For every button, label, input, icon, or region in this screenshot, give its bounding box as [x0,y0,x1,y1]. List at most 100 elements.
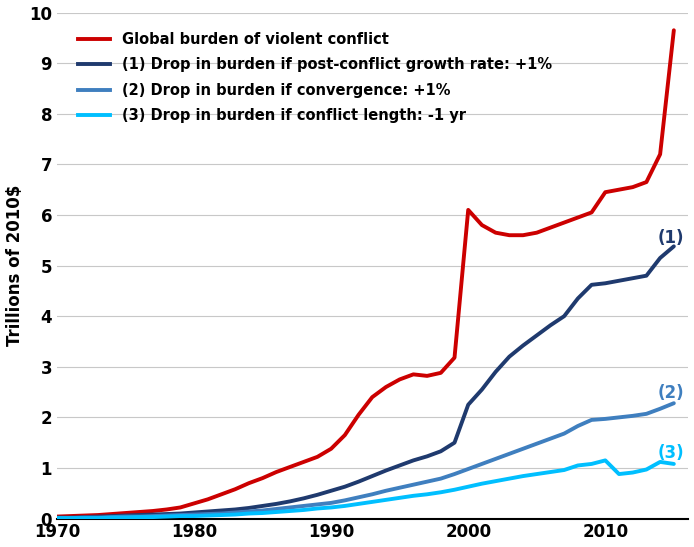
Global burden of violent conflict [601,189,609,195]
Global burden of violent conflict [217,491,226,498]
(1) Drop in burden if post-conflict growth rate: +1%: (1.98e+03, 0.18): +1%: (1.98e+03, 0.18) [231,506,239,513]
Global burden of violent conflict [560,219,568,226]
(1) Drop in burden if post-conflict growth rate: +1%: (1.98e+03, 0.07): +1%: (1.98e+03, 0.07) [135,512,144,519]
Global burden of violent conflict [190,500,198,507]
(3) Drop in burden if conflict length: -1 yr: (1.98e+03, 0.02): -1 yr: (1.98e+03, 0.02) [121,514,130,521]
(2) Drop in burden if convergence: +1%: (2e+03, 1.48): +1%: (2e+03, 1.48) [532,440,541,447]
(2) Drop in burden if convergence: +1%: (2.01e+03, 1.58): +1%: (2.01e+03, 1.58) [546,435,555,442]
Global burden of violent conflict [341,432,349,438]
(1) Drop in burden if post-conflict growth rate: +1%: (1.98e+03, 0.09): +1%: (1.98e+03, 0.09) [162,511,171,517]
Legend: Global burden of violent conflict, (1) Drop in burden if post-conflict growth ra: Global burden of violent conflict, (1) D… [71,25,559,130]
(2) Drop in burden if convergence: +1%: (2.01e+03, 2.17): +1%: (2.01e+03, 2.17) [656,405,664,412]
(1) Drop in burden if post-conflict growth rate: +1%: (2.01e+03, 4.65): +1%: (2.01e+03, 4.65) [601,280,609,287]
Global burden of violent conflict [313,453,321,460]
(3) Drop in burden if conflict length: -1 yr: (2.01e+03, 1.12): -1 yr: (2.01e+03, 1.12) [656,458,664,465]
(1) Drop in burden if post-conflict growth rate: +1%: (2.01e+03, 4.75): +1%: (2.01e+03, 4.75) [629,275,637,282]
(1) Drop in burden if post-conflict growth rate: +1%: (1.98e+03, 0.08): +1%: (1.98e+03, 0.08) [149,511,157,518]
(1) Drop in burden if post-conflict growth rate: +1%: (1.98e+03, 0.12): +1%: (1.98e+03, 0.12) [190,509,198,516]
(3) Drop in burden if conflict length: -1 yr: (1.99e+03, 0.33): -1 yr: (1.99e+03, 0.33) [368,499,376,505]
(2) Drop in burden if convergence: +1%: (1.97e+03, 0.02): +1%: (1.97e+03, 0.02) [81,514,89,521]
(3) Drop in burden if conflict length: -1 yr: (1.98e+03, 0.05): -1 yr: (1.98e+03, 0.05) [190,513,198,519]
(3) Drop in burden if conflict length: -1 yr: (2e+03, 0.52): -1 yr: (2e+03, 0.52) [437,489,445,496]
(1) Drop in burden if post-conflict growth rate: +1%: (2e+03, 1.05): +1%: (2e+03, 1.05) [396,462,404,469]
(3) Drop in burden if conflict length: -1 yr: (1.99e+03, 0.2): -1 yr: (1.99e+03, 0.2) [313,505,321,512]
(2) Drop in burden if convergence: +1%: (2e+03, 1.38): +1%: (2e+03, 1.38) [519,445,527,452]
(2) Drop in burden if convergence: +1%: (2e+03, 0.67): +1%: (2e+03, 0.67) [409,481,418,488]
Global burden of violent conflict [532,229,541,236]
(1) Drop in burden if post-conflict growth rate: +1%: (1.99e+03, 0.4): +1%: (1.99e+03, 0.4) [300,495,308,502]
(3) Drop in burden if conflict length: -1 yr: (2e+03, 0.74): -1 yr: (2e+03, 0.74) [491,478,500,485]
Global burden of violent conflict [450,354,459,361]
(1) Drop in burden if post-conflict growth rate: +1%: (2e+03, 3.42): +1%: (2e+03, 3.42) [519,342,527,349]
Text: (2): (2) [657,384,684,402]
Global burden of violent conflict [135,509,144,515]
(2) Drop in burden if convergence: +1%: (1.99e+03, 0.36): +1%: (1.99e+03, 0.36) [341,497,349,504]
(3) Drop in burden if conflict length: -1 yr: (1.99e+03, 0.29): -1 yr: (1.99e+03, 0.29) [355,501,363,507]
Global burden of violent conflict [396,376,404,383]
Global burden of violent conflict [477,222,486,228]
(1) Drop in burden if post-conflict growth rate: +1%: (1.99e+03, 0.34): +1%: (1.99e+03, 0.34) [286,498,294,505]
(3) Drop in burden if conflict length: -1 yr: (2e+03, 0.88): -1 yr: (2e+03, 0.88) [532,471,541,478]
(2) Drop in burden if convergence: +1%: (1.99e+03, 0.22): +1%: (1.99e+03, 0.22) [286,504,294,511]
(1) Drop in burden if post-conflict growth rate: +1%: (1.97e+03, 0.02): +1%: (1.97e+03, 0.02) [67,514,75,521]
(1) Drop in burden if post-conflict growth rate: +1%: (2e+03, 2.9): +1%: (2e+03, 2.9) [491,369,500,375]
(2) Drop in burden if convergence: +1%: (1.98e+03, 0.07): +1%: (1.98e+03, 0.07) [176,512,185,519]
(2) Drop in burden if convergence: +1%: (2.01e+03, 1.95): +1%: (2.01e+03, 1.95) [587,417,595,423]
Global burden of violent conflict [231,486,239,492]
(3) Drop in burden if conflict length: -1 yr: (1.98e+03, 0.04): -1 yr: (1.98e+03, 0.04) [162,513,171,520]
(1) Drop in burden if post-conflict growth rate: +1%: (2.01e+03, 4.35): +1%: (2.01e+03, 4.35) [574,295,582,302]
(2) Drop in burden if convergence: +1%: (2e+03, 0.73): +1%: (2e+03, 0.73) [423,479,431,485]
(2) Drop in burden if convergence: +1%: (2e+03, 1.08): +1%: (2e+03, 1.08) [477,461,486,467]
(3) Drop in burden if conflict length: -1 yr: (1.99e+03, 0.13): -1 yr: (1.99e+03, 0.13) [272,509,280,515]
(3) Drop in burden if conflict length: -1 yr: (2e+03, 0.69): -1 yr: (2e+03, 0.69) [477,480,486,487]
(2) Drop in burden if convergence: +1%: (1.99e+03, 0.42): +1%: (1.99e+03, 0.42) [355,494,363,501]
(3) Drop in burden if conflict length: -1 yr: (2.01e+03, 0.97): -1 yr: (2.01e+03, 0.97) [642,466,650,473]
Global burden of violent conflict [327,445,335,452]
Global burden of violent conflict [286,464,294,470]
(2) Drop in burden if convergence: +1%: (2.01e+03, 2.07): +1%: (2.01e+03, 2.07) [642,411,650,417]
(1) Drop in burden if post-conflict growth rate: +1%: (2.02e+03, 5.38): +1%: (2.02e+03, 5.38) [670,243,678,249]
(2) Drop in burden if convergence: +1%: (1.98e+03, 0.08): +1%: (1.98e+03, 0.08) [190,511,198,518]
(1) Drop in burden if post-conflict growth rate: +1%: (2.01e+03, 4.8): +1%: (2.01e+03, 4.8) [642,272,650,279]
Global burden of violent conflict [94,512,102,519]
Text: (1): (1) [657,229,684,247]
(2) Drop in burden if convergence: +1%: (2.01e+03, 2): +1%: (2.01e+03, 2) [615,414,623,421]
(1) Drop in burden if post-conflict growth rate: +1%: (1.99e+03, 0.73): +1%: (1.99e+03, 0.73) [355,479,363,485]
(3) Drop in burden if conflict length: -1 yr: (1.97e+03, 0.01): -1 yr: (1.97e+03, 0.01) [67,515,75,521]
Global burden of violent conflict [629,184,637,190]
(3) Drop in burden if conflict length: -1 yr: (2e+03, 0.79): -1 yr: (2e+03, 0.79) [505,475,514,482]
Global burden of violent conflict [176,504,185,511]
Global burden of violent conflict [258,475,266,481]
(3) Drop in burden if conflict length: -1 yr: (2.01e+03, 1.05): -1 yr: (2.01e+03, 1.05) [574,462,582,469]
Global burden of violent conflict [615,187,623,193]
Global burden of violent conflict [203,496,212,503]
Line: (1) Drop in burden if post-conflict growth rate: +1%: (1) Drop in burden if post-conflict grow… [57,246,674,517]
(3) Drop in burden if conflict length: -1 yr: (1.97e+03, 0.01): -1 yr: (1.97e+03, 0.01) [94,515,102,521]
(1) Drop in burden if post-conflict growth rate: +1%: (1.99e+03, 0.47): +1%: (1.99e+03, 0.47) [313,492,321,498]
(1) Drop in burden if post-conflict growth rate: +1%: (2e+03, 3.2): +1%: (2e+03, 3.2) [505,353,514,360]
(1) Drop in burden if post-conflict growth rate: +1%: (2e+03, 2.55): +1%: (2e+03, 2.55) [477,386,486,393]
Global burden of violent conflict [368,394,376,400]
(1) Drop in burden if post-conflict growth rate: +1%: (1.98e+03, 0.06): +1%: (1.98e+03, 0.06) [121,512,130,519]
(1) Drop in burden if post-conflict growth rate: +1%: (1.98e+03, 0.25): +1%: (1.98e+03, 0.25) [258,503,266,509]
(2) Drop in burden if convergence: +1%: (2.01e+03, 1.83): +1%: (2.01e+03, 1.83) [574,423,582,429]
(3) Drop in burden if conflict length: -1 yr: (1.99e+03, 0.37): -1 yr: (1.99e+03, 0.37) [382,497,390,503]
Global burden of violent conflict [81,512,89,519]
(3) Drop in burden if conflict length: -1 yr: (1.99e+03, 0.25): -1 yr: (1.99e+03, 0.25) [341,503,349,509]
(3) Drop in burden if conflict length: -1 yr: (2.01e+03, 0.88): -1 yr: (2.01e+03, 0.88) [615,471,623,478]
(1) Drop in burden if post-conflict growth rate: +1%: (1.99e+03, 0.84): +1%: (1.99e+03, 0.84) [368,473,376,479]
Global burden of violent conflict [519,232,527,238]
Global burden of violent conflict [272,469,280,475]
(2) Drop in burden if convergence: +1%: (1.99e+03, 0.28): +1%: (1.99e+03, 0.28) [313,501,321,508]
(3) Drop in burden if conflict length: -1 yr: (1.98e+03, 0.06): -1 yr: (1.98e+03, 0.06) [203,512,212,519]
(2) Drop in burden if convergence: +1%: (1.98e+03, 0.16): +1%: (1.98e+03, 0.16) [258,507,266,514]
(2) Drop in burden if convergence: +1%: (2.01e+03, 2.03): +1%: (2.01e+03, 2.03) [629,412,637,419]
(3) Drop in burden if conflict length: -1 yr: (1.98e+03, 0.03): -1 yr: (1.98e+03, 0.03) [149,514,157,520]
(1) Drop in burden if post-conflict growth rate: +1%: (1.99e+03, 0.29): +1%: (1.99e+03, 0.29) [272,501,280,507]
Global burden of violent conflict [505,232,514,238]
(1) Drop in burden if post-conflict growth rate: +1%: (2e+03, 1.23): +1%: (2e+03, 1.23) [423,453,431,459]
(3) Drop in burden if conflict length: -1 yr: (2.01e+03, 0.96): -1 yr: (2.01e+03, 0.96) [560,467,568,473]
(3) Drop in burden if conflict length: -1 yr: (2.01e+03, 0.91): -1 yr: (2.01e+03, 0.91) [629,469,637,476]
(3) Drop in burden if conflict length: -1 yr: (1.97e+03, 0.01): -1 yr: (1.97e+03, 0.01) [53,515,61,521]
(2) Drop in burden if convergence: +1%: (2.01e+03, 1.68): +1%: (2.01e+03, 1.68) [560,430,568,437]
